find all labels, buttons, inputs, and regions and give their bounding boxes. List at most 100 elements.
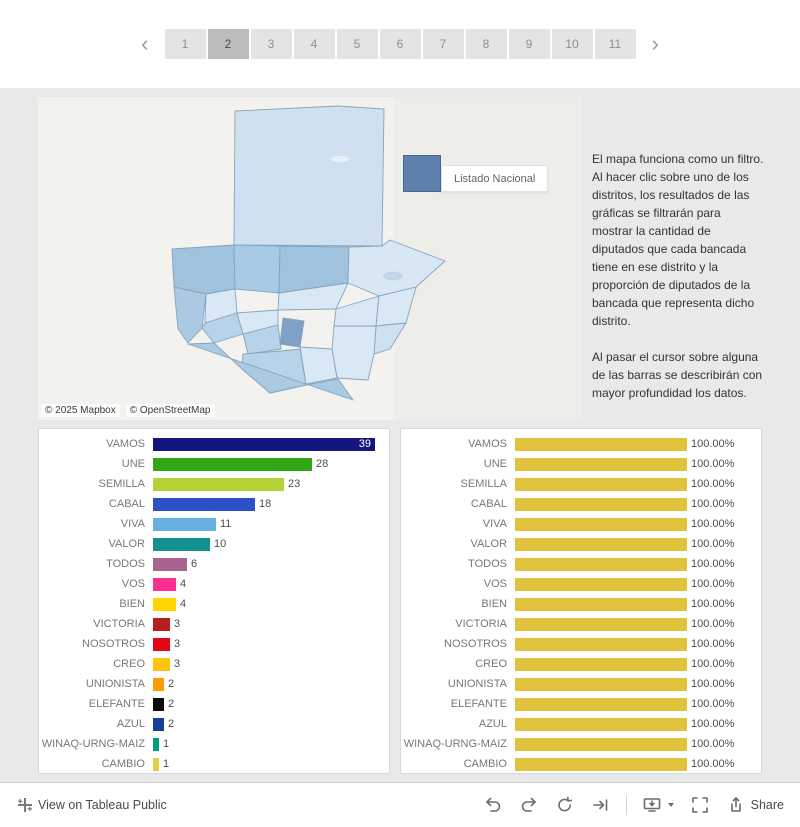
bar-value-label: 3: [174, 658, 181, 670]
bar-value-label: 100.00%: [691, 618, 735, 630]
bar[interactable]: [153, 597, 176, 611]
bar[interactable]: [153, 477, 284, 491]
bar-value-label: 1: [163, 758, 170, 770]
bar[interactable]: [515, 617, 687, 631]
bar[interactable]: [153, 677, 164, 691]
bar-row: VALOR 10: [39, 534, 389, 554]
page-button-5[interactable]: 5: [336, 29, 378, 59]
bar-row: SEMILLA 100.00%: [401, 474, 761, 494]
bar[interactable]: [515, 677, 687, 691]
bar[interactable]: [515, 557, 687, 571]
bar[interactable]: [515, 477, 687, 491]
bar[interactable]: [153, 537, 210, 551]
mapbox-attribution-link[interactable]: © 2025 Mapbox: [41, 404, 120, 417]
seats-chart-rows: VAMOS 39 UNE 28 SEMILLA 23 CABAL 18 VIVA 11 VALOR 1…: [39, 434, 389, 774]
replay-button[interactable]: [554, 794, 576, 816]
osm-attribution-link[interactable]: © OpenStreetMap: [125, 404, 215, 417]
page-button-7[interactable]: 7: [422, 29, 464, 59]
bar-category-label: UNIONISTA: [447, 678, 507, 690]
page-button-11[interactable]: 11: [594, 29, 636, 59]
description-paragraph-2: Al pasar el cursor sobre alguna de las b…: [592, 350, 763, 400]
bar-category-label: VICTORIA: [93, 618, 145, 630]
page-button-6[interactable]: 6: [379, 29, 421, 59]
bar[interactable]: [515, 637, 687, 651]
bar[interactable]: [153, 517, 216, 531]
bar-value-label: 10: [214, 538, 227, 550]
bar-row: TODOS 100.00%: [401, 554, 761, 574]
bar[interactable]: [515, 597, 687, 611]
view-on-tableau-public-button[interactable]: View on Tableau Public: [16, 796, 167, 814]
bar[interactable]: [515, 457, 687, 471]
bar-category-label: AZUL: [116, 718, 145, 730]
bar-row: NOSOTROS 100.00%: [401, 634, 761, 654]
bar[interactable]: [153, 717, 164, 731]
bar[interactable]: [515, 537, 687, 551]
bar[interactable]: [153, 557, 187, 571]
bar-row: VAMOS 39: [39, 434, 389, 454]
page-button-4[interactable]: 4: [293, 29, 335, 59]
bar-row: ELEFANTE 2: [39, 694, 389, 714]
bar-value-label: 2: [168, 698, 175, 710]
page-button-2[interactable]: 2: [207, 29, 249, 59]
bar[interactable]: 39: [153, 437, 375, 451]
bar-category-label: TODOS: [106, 558, 145, 570]
bar-category-label: UNE: [121, 458, 145, 470]
bar-row: VICTORIA 3: [39, 614, 389, 634]
bar-category-label: VALOR: [470, 538, 507, 550]
bar[interactable]: [153, 497, 255, 511]
bar[interactable]: [515, 517, 687, 531]
bar-category-label: UNE: [483, 458, 507, 470]
bar[interactable]: [153, 577, 176, 591]
prev-page-button[interactable]: ‹: [137, 31, 152, 57]
page-button-9[interactable]: 9: [508, 29, 550, 59]
bar[interactable]: [515, 697, 687, 711]
page-button-3[interactable]: 3: [250, 29, 292, 59]
page-button-8[interactable]: 8: [465, 29, 507, 59]
next-page-button[interactable]: ›: [648, 31, 663, 57]
bar-category-label: VIVA: [482, 518, 507, 530]
bar-value-label: 100.00%: [691, 538, 735, 550]
bar[interactable]: [153, 637, 170, 651]
redo-button[interactable]: [518, 794, 540, 816]
bar-category-label: NOSOTROS: [444, 638, 507, 650]
page-button-1[interactable]: 1: [164, 29, 206, 59]
share-button[interactable]: Share: [725, 794, 784, 816]
bar-category-label: WINAQ-URNG-MAIZ: [403, 738, 507, 750]
resume-icon: [592, 799, 607, 811]
bar-value-label: 39: [358, 437, 371, 450]
bar[interactable]: [515, 737, 687, 751]
legend-swatch[interactable]: [403, 155, 441, 192]
share-icon: [730, 797, 741, 812]
bar[interactable]: [515, 497, 687, 511]
bar-value-label: 100.00%: [691, 498, 735, 510]
map-lakes: [331, 156, 403, 281]
bar[interactable]: [153, 737, 159, 751]
bar[interactable]: [153, 657, 170, 671]
guatemala-map[interactable]: [38, 97, 582, 420]
bar-category-label: UNIONISTA: [85, 678, 145, 690]
bar-category-label: VAMOS: [468, 438, 507, 450]
fullscreen-button[interactable]: [689, 794, 711, 816]
bar[interactable]: [153, 457, 312, 471]
bar-value-label: 100.00%: [691, 658, 735, 670]
bar[interactable]: [515, 657, 687, 671]
bar[interactable]: [515, 437, 687, 451]
resume-button[interactable]: [590, 794, 612, 816]
bar-value-label: 1: [163, 738, 170, 750]
bar-category-label: VOS: [483, 578, 507, 590]
map-panel: Listado Nacional © 2025 Mapbox © OpenStr…: [38, 97, 582, 420]
undo-button[interactable]: [482, 794, 504, 816]
map-regions[interactable]: [171, 105, 446, 401]
bar[interactable]: [515, 757, 687, 771]
bar-category-label: VIVA: [120, 518, 145, 530]
download-button[interactable]: [641, 794, 675, 816]
page-button-10[interactable]: 10: [551, 29, 593, 59]
bar[interactable]: [153, 757, 159, 771]
bar-row: VAMOS 100.00%: [401, 434, 761, 454]
description-paragraph-1: El mapa funciona como un filtro. Al hace…: [592, 152, 764, 328]
bar[interactable]: [153, 697, 164, 711]
bar-row: BIEN 4: [39, 594, 389, 614]
bar[interactable]: [153, 617, 170, 631]
bar[interactable]: [515, 577, 687, 591]
bar[interactable]: [515, 717, 687, 731]
